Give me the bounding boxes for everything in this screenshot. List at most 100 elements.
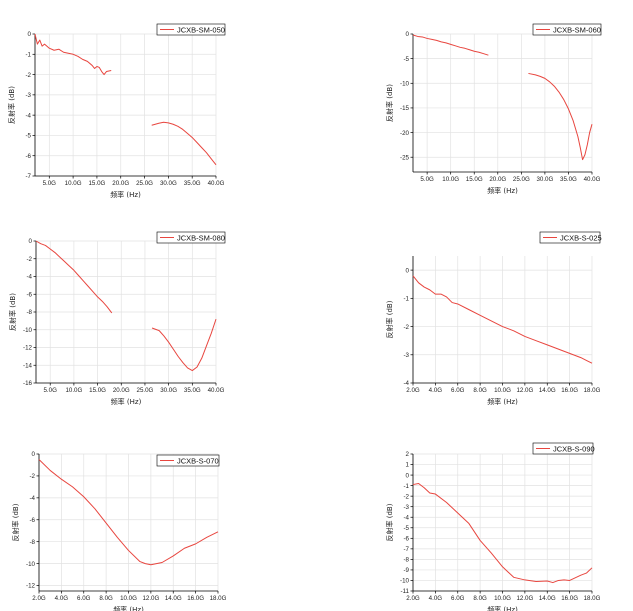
x-tick-label: 40.0G bbox=[208, 387, 225, 394]
y-tick-label: -6 bbox=[25, 153, 31, 160]
x-tick-label: 35.0G bbox=[184, 180, 201, 187]
legend-label: JCXB-SM-060 bbox=[553, 25, 601, 34]
x-tick-label: 10.0G bbox=[65, 180, 82, 187]
y-tick-label: -1 bbox=[25, 51, 31, 58]
x-tick-label: 40.0G bbox=[208, 180, 225, 187]
y-tick-label: -8 bbox=[403, 557, 409, 564]
y-tick-label: -25 bbox=[400, 154, 410, 161]
x-tick-label: 10.0G bbox=[120, 595, 137, 602]
x-tick-label: 18.0G bbox=[210, 595, 227, 602]
legend: JCXB-S-070 bbox=[156, 454, 220, 467]
x-tick-label: 2.0G bbox=[406, 595, 420, 602]
series-line bbox=[412, 275, 593, 364]
y-tick-label: 0 bbox=[32, 451, 36, 458]
y-tick-label: -8 bbox=[26, 309, 32, 316]
chart-4: 2.0G 4.0G 6.0G 8.0G 10.0G 12.0G 14.0G 16.0G 18.0… bbox=[385, 231, 602, 406]
x-tick-label: 2.0G bbox=[32, 595, 46, 602]
x-tick-label: 25.0G bbox=[136, 180, 153, 187]
y-axis-title: 反射率 (dB) bbox=[7, 86, 16, 124]
x-tick-label: 20.0G bbox=[112, 180, 129, 187]
y-axis-title: 反射率 (dB) bbox=[385, 300, 394, 338]
x-tick-label: 15.0G bbox=[88, 180, 105, 187]
x-tick-label: 12.0G bbox=[516, 595, 533, 602]
y-tick-label: -8 bbox=[29, 539, 35, 546]
chart-1: 5.0G 10.0G 15.0G 20.0G 25.0G 30.0G 35.0G 40.0G 0… bbox=[7, 23, 226, 199]
legend: JCXB-SM-050 bbox=[156, 23, 226, 36]
y-tick-label: -3 bbox=[25, 92, 31, 99]
x-tick-label: 4.0G bbox=[429, 387, 443, 394]
x-axis-title: 频率 (Hz) bbox=[110, 190, 141, 199]
legend: JCXB-SM-060 bbox=[532, 23, 602, 36]
legend-box bbox=[532, 23, 602, 36]
x-axis-title: 频率 (Hz) bbox=[487, 186, 518, 195]
y-tick-label: 0 bbox=[28, 31, 32, 38]
x-tick-label: 6.0G bbox=[451, 595, 465, 602]
series-line bbox=[38, 459, 219, 566]
y-tick-label: -20 bbox=[400, 130, 410, 137]
y-tick-label: -10 bbox=[400, 578, 410, 585]
y-tick-label: -11 bbox=[401, 588, 410, 595]
y-tick-label: 1 bbox=[406, 462, 410, 469]
legend-box bbox=[156, 23, 226, 36]
y-tick-label: -4 bbox=[403, 380, 409, 387]
x-tick-label: 20.0G bbox=[489, 176, 506, 183]
y-tick-label: -2 bbox=[25, 72, 31, 79]
x-tick-label: 16.0G bbox=[561, 595, 578, 602]
y-tick-label: -6 bbox=[29, 517, 35, 524]
legend-label: JCXB-SM-050 bbox=[177, 25, 225, 34]
y-tick-label: -7 bbox=[403, 546, 409, 553]
series-line bbox=[528, 72, 593, 161]
x-tick-label: 6.0G bbox=[451, 387, 465, 394]
y-axis-title: 反射率 (dB) bbox=[8, 293, 17, 331]
x-tick-label: 4.0G bbox=[429, 595, 443, 602]
y-tick-label: 0 bbox=[406, 31, 410, 38]
series-line bbox=[151, 121, 217, 166]
x-tick-label: 35.0G bbox=[184, 387, 201, 394]
x-tick-label: 40.0G bbox=[584, 176, 601, 183]
x-axis-title: 频率 (Hz) bbox=[487, 397, 518, 406]
legend-box bbox=[156, 231, 226, 244]
series-line bbox=[34, 33, 112, 76]
x-tick-label: 16.0G bbox=[561, 387, 578, 394]
y-tick-label: -1 bbox=[403, 483, 409, 490]
y-tick-label: -10 bbox=[400, 80, 410, 87]
series-line bbox=[412, 483, 593, 584]
x-tick-label: 6.0G bbox=[77, 595, 91, 602]
y-tick-label: -1 bbox=[403, 296, 409, 303]
y-tick-label: 0 bbox=[29, 238, 33, 245]
legend-box bbox=[539, 231, 601, 244]
x-tick-label: 5.0G bbox=[43, 387, 57, 394]
y-tick-label: -9 bbox=[403, 567, 409, 574]
x-tick-label: 15.0G bbox=[466, 176, 483, 183]
series-line bbox=[151, 318, 217, 372]
y-tick-label: -5 bbox=[403, 525, 409, 532]
y-tick-label: -10 bbox=[26, 561, 36, 568]
legend: JCXB-S-025 bbox=[539, 231, 602, 244]
series-line bbox=[412, 34, 489, 56]
y-tick-label: -6 bbox=[26, 291, 32, 298]
chart-6: 2.0G 4.0G 6.0G 8.0G 10.0G 12.0G 14.0G 16.0G 18.0… bbox=[385, 442, 601, 611]
y-tick-label: -2 bbox=[26, 256, 32, 263]
x-axis-title: 频率 (Hz) bbox=[111, 397, 142, 406]
y-tick-label: -3 bbox=[403, 352, 409, 359]
x-tick-label: 30.0G bbox=[536, 176, 553, 183]
y-tick-label: -12 bbox=[23, 345, 33, 352]
x-tick-label: 12.0G bbox=[516, 387, 533, 394]
legend-label: JCXB-S-025 bbox=[560, 233, 602, 242]
x-axis-title: 频率 (Hz) bbox=[487, 605, 518, 611]
x-tick-label: 8.0G bbox=[473, 595, 487, 602]
y-tick-label: 0 bbox=[406, 472, 410, 479]
x-tick-label: 16.0G bbox=[187, 595, 204, 602]
legend-label: JCXB-S-070 bbox=[177, 456, 219, 465]
x-tick-label: 8.0G bbox=[99, 595, 113, 602]
legend: JCXB-SM-080 bbox=[156, 231, 226, 244]
x-tick-label: 15.0G bbox=[89, 387, 106, 394]
y-axis-title: 反射率 (dB) bbox=[385, 503, 394, 541]
y-tick-label: -4 bbox=[26, 274, 32, 281]
y-axis-title: 反射率 (dB) bbox=[385, 84, 394, 122]
x-tick-label: 10.0G bbox=[65, 387, 82, 394]
x-tick-label: 30.0G bbox=[160, 387, 177, 394]
legend-box bbox=[532, 442, 594, 455]
y-tick-label: -2 bbox=[29, 473, 35, 480]
